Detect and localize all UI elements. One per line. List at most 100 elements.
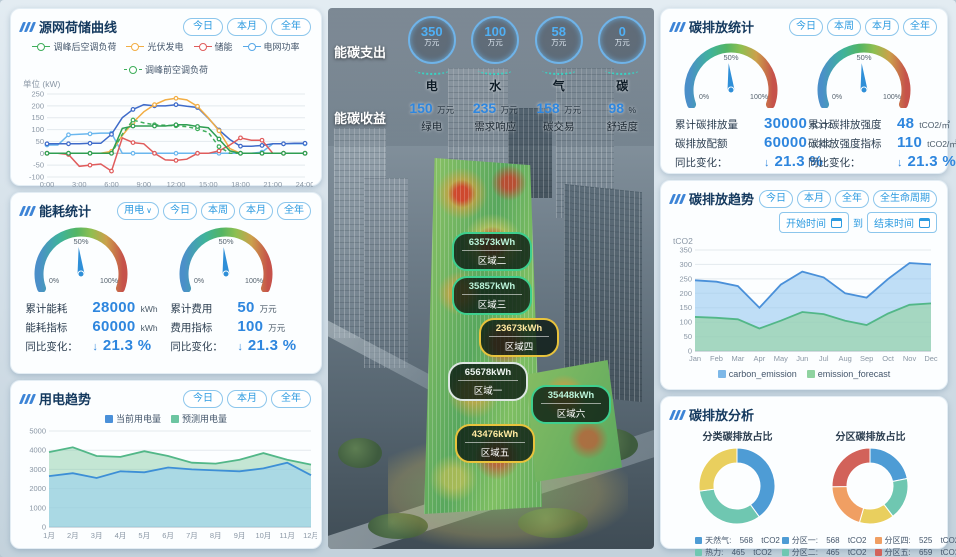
zone-marker-area1[interactable]: 65678kWh 区域一 xyxy=(448,362,528,401)
stat-label: 费用指标 xyxy=(170,322,213,334)
energy-year-button[interactable]: 全年 xyxy=(277,201,311,220)
svg-text:100: 100 xyxy=(679,318,692,327)
svg-text:250: 250 xyxy=(31,90,44,99)
expense-item: 0 万元 碳 xyxy=(593,16,651,94)
energy-month-button[interactable]: 本月 xyxy=(239,201,273,220)
svg-text:Jan: Jan xyxy=(689,354,701,363)
expense-item: 350 万元 电 xyxy=(403,16,461,94)
svg-text:Oct: Oct xyxy=(882,354,895,363)
expense-label: 能碳支出 xyxy=(334,45,387,60)
stat-label: 累计碳排放强度 xyxy=(807,119,882,131)
stat-value: 60000 xyxy=(763,134,808,151)
svg-text:250: 250 xyxy=(679,274,692,283)
stat-label: 同比变化： xyxy=(25,341,78,353)
panel-usage-trend: 用电趋势 今日 本月 全年 当前用电量 预测用电量 5000 4000 3000 20… xyxy=(10,380,322,549)
stat-value: 110 xyxy=(896,134,923,151)
legend-item: 电网功率 xyxy=(242,40,300,53)
stat-value: 30000 xyxy=(763,115,808,132)
carbon-intensity-gauge: 50% 0% 100% xyxy=(817,43,911,109)
svg-text:Dec: Dec xyxy=(924,354,938,363)
stat-label: 碳排放强度指标 xyxy=(807,138,882,150)
title-bars-icon xyxy=(668,21,687,32)
svg-text:1月: 1月 xyxy=(43,531,55,540)
zone-marker-area5[interactable]: 43476kWh 区域五 xyxy=(455,424,535,463)
carbon-today-button[interactable]: 今日 xyxy=(789,17,823,36)
city-3d-heatmap-view: 能碳支出 350 万元 电 100 万元 水 58 万元 xyxy=(328,8,654,549)
svg-text:2月: 2月 xyxy=(67,531,79,540)
zone-marker-area4[interactable]: 23673kWh 区域四 xyxy=(479,318,559,357)
svg-text:18:00: 18:00 xyxy=(231,180,250,189)
legend-item: 调峰前空调负荷 xyxy=(123,63,208,76)
legend-item: carbon_emission xyxy=(717,369,797,379)
stat-label: 累计碳排放量 xyxy=(674,119,738,131)
svg-text:200: 200 xyxy=(31,101,44,110)
end-date-picker[interactable]: 结束时间 xyxy=(867,212,937,233)
load-curve-line-chart: 250 200 150 100 50 0 -50 -1000:00 3:00 6:00 9:00 12… xyxy=(29,90,314,190)
carbon-trend-legend: carbon_emission emission_forecast xyxy=(671,369,937,379)
usage-month-button[interactable]: 本月 xyxy=(227,389,267,408)
income-label: 能碳收益 xyxy=(334,110,387,126)
curve-year-button[interactable]: 全年 xyxy=(271,17,311,36)
svg-text:100%: 100% xyxy=(100,278,118,285)
svg-text:0%: 0% xyxy=(194,278,204,285)
svg-text:0%: 0% xyxy=(832,94,842,101)
down-arrow-icon: ↓ xyxy=(896,157,903,169)
energy-today-button[interactable]: 今日 xyxy=(163,201,197,220)
svg-text:200: 200 xyxy=(679,289,692,298)
curve-today-button[interactable]: 今日 xyxy=(183,17,223,36)
title-bars-icon xyxy=(668,193,687,204)
svg-text:0%: 0% xyxy=(49,278,59,285)
usage-year-button[interactable]: 全年 xyxy=(271,389,311,408)
panel-title-text: 源网荷储曲线 xyxy=(39,20,118,35)
stat-label: 同比变化： xyxy=(170,341,223,353)
zone-marker-area2[interactable]: 63573kWh 区域二 xyxy=(452,232,532,271)
income-item: 150 万元 绿电 xyxy=(409,100,455,133)
stat-value: 48 xyxy=(896,115,915,132)
zone-marker-area3[interactable]: 35857kWh 区域三 xyxy=(452,276,532,315)
building-shape xyxy=(364,178,408,368)
stat-value: 60000 xyxy=(92,318,136,335)
curve-month-button[interactable]: 本月 xyxy=(227,17,267,36)
stat-value: 50 xyxy=(237,299,255,316)
energy-week-button[interactable]: 本周 xyxy=(201,201,235,220)
legend-item: 分区二: 465 tCO2 xyxy=(781,547,867,557)
carbon-month-button[interactable]: 本月 xyxy=(865,17,899,36)
svg-text:5000: 5000 xyxy=(29,427,46,436)
stat-value: 21.3 % xyxy=(102,337,152,354)
zone-marker-area6[interactable]: 35448kWh 区域六 xyxy=(531,385,611,424)
stat-label: 碳排放配额 xyxy=(674,138,728,150)
trend-month-button[interactable]: 本月 xyxy=(797,189,831,208)
calendar-icon xyxy=(831,217,842,228)
svg-text:Jul: Jul xyxy=(819,354,829,363)
title-bars-icon xyxy=(668,409,687,420)
panel-title-text: 碳排放统计 xyxy=(689,20,755,35)
svg-text:50%: 50% xyxy=(723,53,738,62)
zone-donut-chart xyxy=(831,447,909,525)
trend-lifecycle-button[interactable]: 全生命周期 xyxy=(873,189,937,208)
panel-title-text: 碳排放分析 xyxy=(689,408,755,423)
svg-text:Aug: Aug xyxy=(839,354,852,363)
svg-text:50%: 50% xyxy=(219,237,234,246)
stat-value: 21.3 % xyxy=(774,153,823,170)
legend-item: emission_forecast xyxy=(806,369,890,379)
carbon-week-button[interactable]: 本周 xyxy=(827,17,861,36)
panel-title-usage: 用电趋势 xyxy=(18,389,91,408)
dotted-arc xyxy=(478,66,513,75)
trend-year-button[interactable]: 全年 xyxy=(835,189,869,208)
stat-label: 同比变化： xyxy=(807,157,861,169)
legend-item: 分区五: 659 tCO2 xyxy=(874,547,956,557)
svg-text:50%: 50% xyxy=(856,53,871,62)
panel-energy-statistics: 能耗统计 用电 ∨ 今日 本周 本月 全年 50% 0% 100% 累计能耗 28000… xyxy=(10,192,322,374)
stat-unit: kWh xyxy=(140,323,158,333)
category-donut-group: 分类碳排放占比 天然气: 568 tCO2 热力: 465 tCO2 电力: 3… xyxy=(674,426,802,557)
svg-text:6:00: 6:00 xyxy=(104,180,119,189)
usage-today-button[interactable]: 今日 xyxy=(183,389,223,408)
carbon-year-button[interactable]: 全年 xyxy=(903,17,937,36)
trend-today-button[interactable]: 今日 xyxy=(759,189,793,208)
svg-text:50: 50 xyxy=(36,137,44,146)
energy-type-dropdown[interactable]: 用电 ∨ xyxy=(117,201,159,220)
expense-circle: 100 万元 xyxy=(471,16,520,64)
svg-text:May: May xyxy=(774,354,788,363)
start-date-picker[interactable]: 开始时间 xyxy=(779,212,849,233)
stat-unit: 万元 xyxy=(268,323,286,333)
